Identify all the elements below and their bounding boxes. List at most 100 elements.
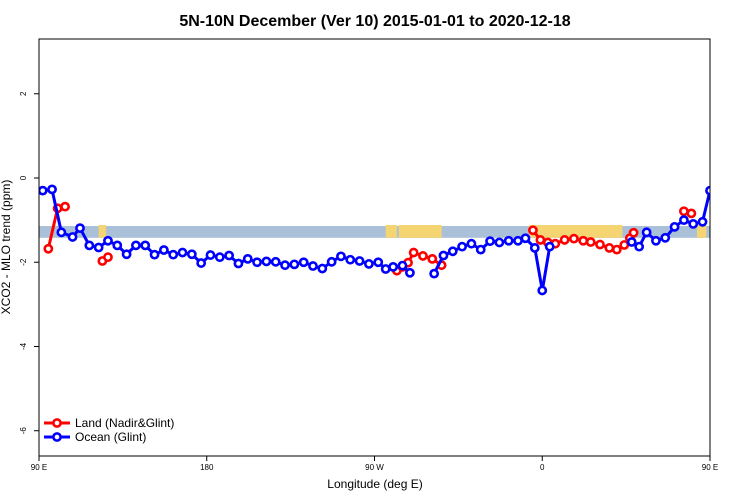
data-point — [131, 240, 141, 251]
data-point — [740, 233, 747, 240]
data-point — [679, 206, 689, 217]
data-point — [641, 227, 652, 238]
data-point — [56, 227, 67, 238]
data-point — [520, 233, 531, 244]
data-point — [214, 252, 225, 263]
data-point — [364, 259, 374, 269]
data-point — [466, 238, 477, 249]
data-point — [725, 205, 732, 212]
y-tick-label: 0 — [19, 175, 28, 180]
data-point — [732, 203, 739, 210]
y-tick-label: -4 — [19, 342, 28, 350]
y-axis-title: XCO2 - MLO trend (ppm) — [0, 180, 13, 315]
data-point — [634, 241, 645, 252]
data-point — [585, 237, 596, 247]
data-point — [578, 235, 589, 246]
data-point — [544, 241, 555, 252]
data-point — [679, 215, 689, 226]
data-point — [326, 256, 337, 267]
data-point — [513, 235, 523, 246]
data-point — [289, 259, 300, 270]
data-point — [503, 235, 514, 246]
data-point — [380, 264, 391, 274]
data-point — [140, 240, 151, 251]
x-axis: 90 E 180 90 W 0 90 E — [31, 456, 718, 472]
data-point — [270, 256, 281, 267]
x-tick-label: 90 E — [31, 463, 47, 472]
series-line — [719, 207, 736, 249]
data-point — [112, 240, 123, 251]
data-point — [537, 285, 548, 296]
data-point — [168, 249, 179, 260]
legend-marker — [52, 418, 62, 428]
data-point — [447, 246, 458, 257]
y-axis: -6 -4 -2 0 2 — [19, 91, 39, 434]
data-point — [408, 247, 419, 258]
y-tick-label: 2 — [19, 91, 28, 96]
data-point — [719, 186, 726, 193]
x-tick-label: 0 — [540, 463, 545, 472]
legend: Land (Nadir&Glint)Ocean (Glint) — [44, 416, 174, 444]
data-point — [688, 219, 699, 229]
land-band-3 — [529, 225, 623, 238]
data-point — [242, 253, 253, 264]
data-point — [103, 252, 113, 263]
data-point — [336, 251, 346, 262]
x-tick-label: 180 — [200, 463, 214, 472]
data-point — [559, 235, 570, 245]
background-band — [39, 225, 710, 238]
data-point — [457, 241, 468, 252]
chart-title: 5N-10N December (Ver 10) 2015-01-01 to 2… — [179, 13, 570, 30]
data-point — [729, 229, 736, 236]
series-layer — [39, 184, 747, 296]
data-point — [261, 256, 272, 267]
data-point — [60, 201, 70, 212]
data-point — [651, 235, 661, 246]
data-point — [628, 227, 639, 238]
land-band-2 — [398, 225, 442, 238]
data-point — [535, 235, 546, 245]
land-band-4 — [696, 225, 707, 238]
data-point — [669, 221, 680, 232]
data-point — [93, 242, 104, 253]
data-point — [121, 249, 132, 260]
data-point — [354, 256, 365, 266]
data-point — [252, 257, 262, 268]
data-point — [177, 247, 188, 258]
data-point — [405, 267, 415, 278]
data-point — [280, 260, 290, 271]
data-point — [716, 245, 723, 252]
data-point — [626, 237, 637, 247]
data-point — [429, 268, 440, 279]
data-point — [205, 250, 216, 260]
data-point — [569, 233, 579, 244]
data-point — [388, 261, 399, 272]
land-band-1 — [385, 225, 397, 238]
legend-label: Land (Nadir&Glint) — [75, 416, 174, 430]
ocean-band — [39, 226, 710, 238]
data-point — [317, 263, 328, 274]
data-point — [660, 232, 671, 243]
data-point — [611, 244, 622, 255]
data-point — [345, 254, 356, 265]
data-point — [298, 257, 309, 268]
data-point — [494, 237, 505, 248]
data-point — [158, 245, 169, 255]
data-point — [705, 185, 710, 196]
data-point — [619, 240, 630, 250]
data-point — [233, 258, 244, 269]
data-point — [84, 240, 95, 251]
x-tick-label: 90 W — [365, 463, 384, 472]
land-band-0 — [98, 225, 107, 238]
legend-label: Ocean (Glint) — [75, 430, 146, 444]
data-point — [427, 253, 438, 264]
data-point — [75, 223, 85, 234]
y-tick-label: -6 — [19, 427, 28, 435]
data-point — [149, 249, 160, 260]
data-point — [528, 225, 538, 236]
data-point — [485, 236, 495, 247]
data-point — [39, 185, 48, 196]
data-point — [475, 244, 486, 255]
data-point — [67, 232, 78, 242]
data-point — [373, 257, 384, 268]
